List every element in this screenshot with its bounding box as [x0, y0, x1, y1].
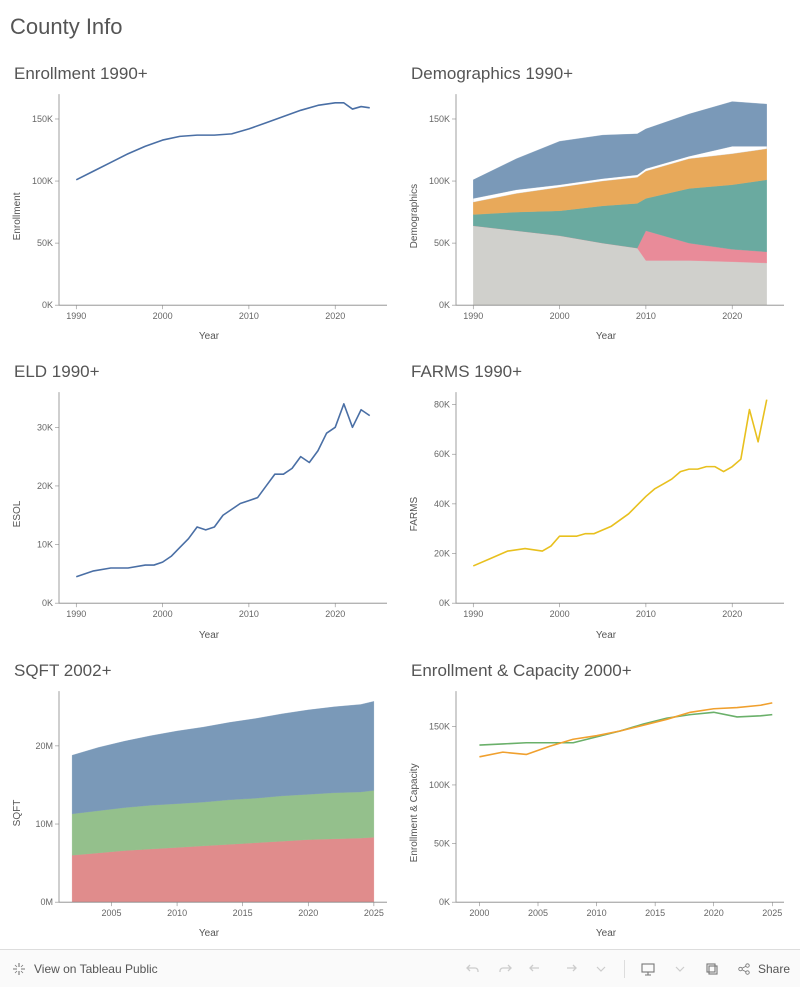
svg-text:50K: 50K — [434, 238, 450, 248]
x-axis-label: Year — [25, 626, 393, 641]
svg-text:150K: 150K — [429, 114, 450, 124]
y-axis-label: Demographics — [407, 90, 422, 342]
share-button[interactable]: Share — [735, 960, 790, 978]
toolbar-separator — [624, 960, 625, 978]
y-axis-label: SQFT — [10, 687, 25, 939]
presentation-icon[interactable] — [639, 960, 657, 978]
panel-title: SQFT 2002+ — [14, 661, 393, 681]
svg-text:100K: 100K — [429, 780, 450, 790]
svg-text:2000: 2000 — [153, 311, 173, 321]
x-axis-label: Year — [422, 327, 790, 342]
svg-text:1990: 1990 — [66, 311, 86, 321]
svg-text:2015: 2015 — [645, 908, 665, 918]
copy-icon[interactable] — [703, 960, 721, 978]
svg-text:2025: 2025 — [762, 908, 782, 918]
panel-sqft: SQFT 2002+ SQFT 0M 10M 20M 2005 2010 2015 2020… — [10, 661, 393, 939]
svg-text:2000: 2000 — [469, 908, 489, 918]
svg-text:2020: 2020 — [298, 908, 318, 918]
svg-text:60K: 60K — [434, 450, 450, 460]
panel-title: Enrollment & Capacity 2000+ — [411, 661, 790, 681]
svg-text:50K: 50K — [37, 238, 53, 248]
svg-text:0M: 0M — [40, 897, 53, 907]
svg-text:2005: 2005 — [101, 908, 121, 918]
svg-text:2020: 2020 — [722, 311, 742, 321]
toolbar: View on Tableau Public Share — [0, 949, 800, 987]
panel-title: Demographics 1990+ — [411, 64, 790, 84]
chart-sqft[interactable]: 0M 10M 20M 2005 2010 2015 2020 2025 — [25, 687, 393, 924]
redo-icon[interactable] — [496, 960, 514, 978]
refresh-icon[interactable] — [560, 960, 578, 978]
undo-icon[interactable] — [464, 960, 482, 978]
svg-text:20K: 20K — [434, 549, 450, 559]
view-on-tableau-link[interactable]: View on Tableau Public — [10, 960, 158, 978]
svg-text:150K: 150K — [429, 721, 450, 731]
chart-eld[interactable]: 0K 10K 20K 30K 1990 2000 2010 2020 — [25, 388, 393, 625]
svg-text:0K: 0K — [439, 300, 450, 310]
svg-text:2020: 2020 — [704, 908, 724, 918]
y-axis-label: ESOL — [10, 388, 25, 640]
svg-text:2010: 2010 — [636, 311, 656, 321]
svg-text:1990: 1990 — [463, 609, 483, 619]
svg-text:100K: 100K — [32, 176, 53, 186]
chart-grid: Enrollment 1990+ Enrollment 0K 50K 100K 150… — [0, 48, 800, 949]
svg-text:2000: 2000 — [153, 609, 173, 619]
svg-text:2010: 2010 — [587, 908, 607, 918]
x-axis-label: Year — [422, 924, 790, 939]
svg-text:2020: 2020 — [722, 609, 742, 619]
dropdown-icon[interactable] — [592, 960, 610, 978]
panel-demographics: Demographics 1990+ Demographics 0K 50K 100… — [407, 64, 790, 342]
panel-farms: FARMS 1990+ FARMS 0K 20K 40K 60K 80K 1990 2000… — [407, 362, 790, 640]
panel-enrollment: Enrollment 1990+ Enrollment 0K 50K 100K 150… — [10, 64, 393, 342]
svg-text:150K: 150K — [32, 114, 53, 124]
chart-farms[interactable]: 0K 20K 40K 60K 80K 1990 2000 2010 2020 — [422, 388, 790, 625]
svg-text:2000: 2000 — [550, 311, 570, 321]
chart-demographics[interactable]: 0K 50K 100K 150K 1990 2000 2010 2020 — [422, 90, 790, 327]
y-axis-label: Enrollment — [10, 90, 25, 342]
svg-text:2010: 2010 — [239, 311, 259, 321]
share-icon — [735, 960, 753, 978]
x-axis-label: Year — [422, 626, 790, 641]
chart-cap[interactable]: 0K 50K 100K 150K 2000 2005 2010 2015 2020 2025 — [422, 687, 790, 924]
view-label: View on Tableau Public — [34, 962, 158, 976]
panel-title: ELD 1990+ — [14, 362, 393, 382]
svg-text:2010: 2010 — [167, 908, 187, 918]
svg-text:0K: 0K — [42, 598, 53, 608]
y-axis-label: FARMS — [407, 388, 422, 640]
svg-text:30K: 30K — [37, 423, 53, 433]
svg-text:2000: 2000 — [550, 609, 570, 619]
x-axis-label: Year — [25, 924, 393, 939]
svg-text:2010: 2010 — [239, 609, 259, 619]
page-title: County Info — [0, 0, 800, 48]
svg-text:1990: 1990 — [463, 311, 483, 321]
svg-text:0K: 0K — [439, 598, 450, 608]
panel-title: FARMS 1990+ — [411, 362, 790, 382]
svg-text:80K: 80K — [434, 400, 450, 410]
revert-icon[interactable] — [528, 960, 546, 978]
y-axis-label: Enrollment & Capacity — [407, 687, 422, 939]
panel-cap: Enrollment & Capacity 2000+ Enrollment &… — [407, 661, 790, 939]
svg-text:1990: 1990 — [66, 609, 86, 619]
svg-text:40K: 40K — [434, 499, 450, 509]
svg-text:10K: 10K — [37, 540, 53, 550]
svg-text:2020: 2020 — [325, 311, 345, 321]
x-axis-label: Year — [25, 327, 393, 342]
svg-text:20M: 20M — [35, 741, 53, 751]
panel-eld: ELD 1990+ ESOL 0K 10K 20K 30K 1990 2000 2010 20… — [10, 362, 393, 640]
tableau-logo-icon — [10, 960, 28, 978]
svg-text:20K: 20K — [37, 481, 53, 491]
svg-text:2020: 2020 — [325, 609, 345, 619]
svg-text:0K: 0K — [439, 897, 450, 907]
svg-text:2005: 2005 — [528, 908, 548, 918]
svg-text:2015: 2015 — [233, 908, 253, 918]
svg-text:0K: 0K — [42, 300, 53, 310]
chart-enrollment[interactable]: 0K 50K 100K 150K 1990 2000 2010 2020 — [25, 90, 393, 327]
dropdown-icon[interactable] — [671, 960, 689, 978]
svg-text:2010: 2010 — [636, 609, 656, 619]
svg-text:2025: 2025 — [364, 908, 384, 918]
svg-text:100K: 100K — [429, 176, 450, 186]
svg-text:50K: 50K — [434, 838, 450, 848]
panel-title: Enrollment 1990+ — [14, 64, 393, 84]
share-label: Share — [758, 962, 790, 976]
svg-text:10M: 10M — [35, 819, 53, 829]
